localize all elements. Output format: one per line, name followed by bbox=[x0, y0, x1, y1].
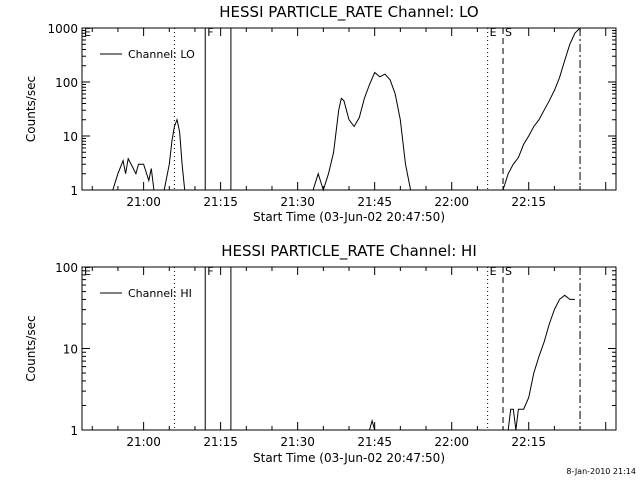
x-tick-label: 21:15 bbox=[203, 435, 238, 449]
chart-title: HESSI PARTICLE_RATE Channel: HI bbox=[221, 242, 477, 261]
y-tick-label: 1 bbox=[70, 184, 78, 198]
y-tick-label: 10 bbox=[63, 130, 78, 144]
event-marker-label: E bbox=[490, 26, 497, 39]
data-series-line bbox=[369, 418, 376, 431]
x-axis-label: Start Time (03-Jun-02 20:47:50) bbox=[253, 210, 445, 224]
x-axis-label: Start Time (03-Jun-02 20:47:50) bbox=[253, 451, 445, 465]
event-marker-label: E bbox=[84, 26, 91, 39]
data-series-line bbox=[502, 27, 581, 191]
x-tick-label: 22:15 bbox=[511, 195, 546, 209]
data-series-line bbox=[312, 71, 412, 192]
x-tick-label: 21:00 bbox=[126, 195, 161, 209]
x-tick-label: 21:30 bbox=[280, 195, 315, 209]
data-series-line bbox=[112, 157, 155, 191]
event-marker-label: S bbox=[505, 265, 512, 278]
x-tick-label: 22:00 bbox=[434, 195, 469, 209]
y-axis-label: Counts/sec bbox=[24, 315, 38, 381]
y-tick-label: 100 bbox=[55, 76, 78, 90]
y-tick-label: 10 bbox=[63, 343, 78, 357]
x-tick-label: 21:15 bbox=[203, 195, 238, 209]
x-tick-label: 21:45 bbox=[357, 435, 392, 449]
event-marker-label: E bbox=[490, 265, 497, 278]
chart-title: HESSI PARTICLE_RATE Channel: LO bbox=[219, 3, 478, 22]
legend-label: Channel: HI bbox=[128, 287, 192, 300]
event-marker-label: E bbox=[84, 265, 91, 278]
hi-channel-panel: HESSI PARTICLE_RATE Channel: HI 21:00 21:1… bbox=[24, 242, 617, 465]
y-tick-label: 100 bbox=[55, 261, 78, 275]
x-tick-label: 22:00 bbox=[434, 435, 469, 449]
x-tick-label: 21:45 bbox=[357, 195, 392, 209]
y-axis-label: Counts/sec bbox=[24, 76, 38, 142]
y-tick-label: 1 bbox=[70, 424, 78, 438]
event-marker-label: F bbox=[207, 265, 213, 278]
legend-label: Channel: LO bbox=[128, 48, 195, 61]
event-marker-label: F bbox=[207, 26, 213, 39]
footer-date: 8-Jan-2010 21:14 bbox=[566, 467, 636, 476]
x-tick-label: 21:00 bbox=[126, 435, 161, 449]
lo-channel-panel: HESSI PARTICLE_RATE Channel: LO 21:00 21:1… bbox=[24, 3, 617, 224]
x-tick-label: 22:15 bbox=[511, 435, 546, 449]
data-series-line bbox=[163, 117, 186, 191]
x-tick-label: 21:30 bbox=[280, 435, 315, 449]
event-marker-label: S bbox=[505, 26, 512, 39]
y-tick-label: 1000 bbox=[47, 22, 78, 36]
data-series-line bbox=[507, 294, 575, 431]
